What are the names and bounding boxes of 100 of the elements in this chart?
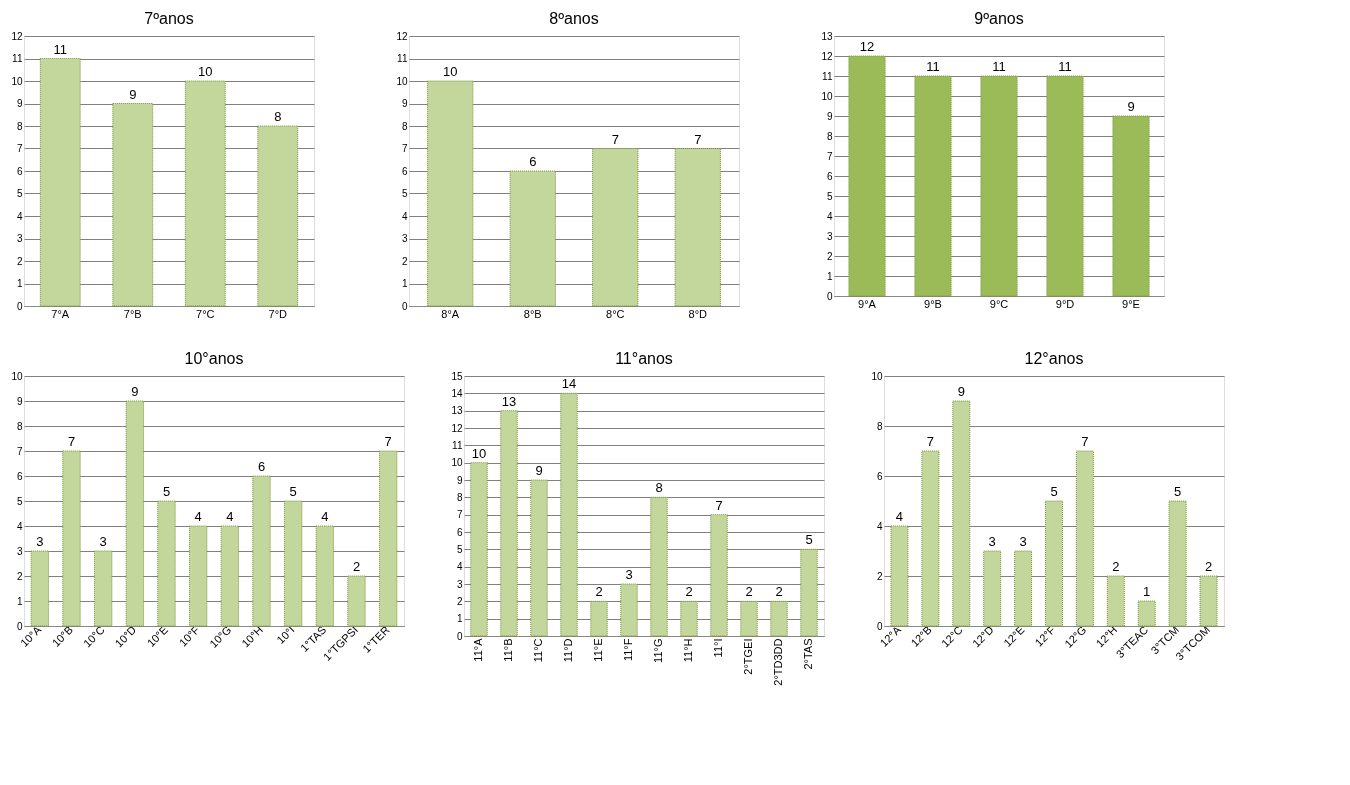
y-tick-label: 7 bbox=[826, 150, 833, 162]
x-tick-label: 2°TD3DD bbox=[772, 638, 784, 686]
bar bbox=[980, 75, 1018, 297]
y-tick-label: 4 bbox=[456, 561, 463, 573]
y-tick-label: 2 bbox=[826, 250, 833, 262]
x-tick-label: 11°A bbox=[472, 637, 484, 662]
y-tick-label: 11 bbox=[397, 53, 408, 64]
y-tick-label: 2 bbox=[401, 255, 408, 267]
y-tick-label: 4 bbox=[401, 210, 408, 222]
x-tick-label: 9°A bbox=[858, 297, 877, 310]
y-tick-label: 5 bbox=[401, 188, 408, 199]
bar bbox=[93, 550, 113, 627]
bar bbox=[740, 600, 758, 637]
y-tick-label: 9 bbox=[401, 98, 408, 109]
bar bbox=[620, 583, 638, 637]
x-tick-label: 11°G bbox=[652, 638, 664, 663]
x-tick-label: 8°D bbox=[688, 307, 708, 320]
x-tick-label: 11°D bbox=[562, 638, 574, 663]
data-label: 4 bbox=[226, 509, 234, 524]
y-tick-label: 9 bbox=[826, 110, 833, 122]
data-label: 7 bbox=[611, 131, 619, 147]
y-tick-label: 11 bbox=[822, 70, 833, 82]
data-label: 2 bbox=[775, 584, 783, 600]
data-label: 11 bbox=[926, 59, 940, 74]
bar bbox=[112, 103, 154, 307]
bar bbox=[770, 600, 788, 637]
y-tick-label: 0 bbox=[826, 290, 833, 302]
y-tick-label: 2 bbox=[16, 255, 23, 267]
y-tick-label: 0 bbox=[16, 300, 23, 312]
data-label: 4 bbox=[194, 509, 202, 524]
data-label: 2 bbox=[745, 584, 753, 600]
data-label: 6 bbox=[257, 459, 266, 474]
y-tick-label: 11 bbox=[12, 53, 23, 64]
x-tick-label: 9°E bbox=[1122, 297, 1140, 310]
bar bbox=[378, 450, 398, 627]
y-tick-label: 2 bbox=[456, 595, 463, 607]
bar bbox=[220, 525, 240, 627]
x-tick-label: 7°D bbox=[268, 307, 288, 320]
y-tick-label: 1 bbox=[826, 270, 833, 282]
y-tick-label: 10 bbox=[396, 75, 408, 87]
x-tick-label: 9°D bbox=[1055, 297, 1075, 310]
bar bbox=[590, 600, 608, 637]
x-tick-label: 11°C bbox=[532, 638, 544, 663]
bar bbox=[188, 525, 208, 627]
y-tick-label: 8 bbox=[456, 491, 463, 503]
y-tick-label: 4 bbox=[16, 520, 23, 532]
data-label: 5 bbox=[162, 484, 171, 499]
data-label: 13 bbox=[501, 393, 517, 409]
bar bbox=[983, 550, 1002, 627]
chart-title: 12°anos bbox=[1024, 350, 1084, 367]
data-label: 7 bbox=[67, 434, 76, 449]
bar bbox=[592, 148, 639, 307]
bar bbox=[680, 600, 698, 637]
y-tick-label: 5 bbox=[16, 188, 23, 199]
y-tick-label: 7 bbox=[456, 509, 463, 521]
bar bbox=[914, 75, 952, 297]
x-tick-label: 10°I bbox=[274, 623, 297, 646]
y-tick-label: 10 bbox=[451, 457, 463, 469]
bar bbox=[848, 55, 886, 297]
bar bbox=[1137, 600, 1156, 627]
bar bbox=[157, 500, 176, 627]
data-label: 7 bbox=[926, 434, 934, 449]
y-tick-label: 13 bbox=[821, 30, 833, 42]
y-tick-label: 8 bbox=[876, 420, 883, 432]
y-tick-label: 1 bbox=[16, 595, 23, 607]
data-label: 9 bbox=[129, 86, 137, 102]
data-label: 5 bbox=[805, 532, 813, 548]
y-tick-label: 12 bbox=[396, 30, 408, 42]
y-tick-label: 0 bbox=[16, 620, 23, 632]
y-tick-label: 3 bbox=[826, 230, 833, 242]
y-tick-label: 8 bbox=[826, 130, 833, 142]
y-tick-label: 5 bbox=[456, 543, 463, 555]
y-tick-label: 3 bbox=[401, 233, 408, 244]
bar bbox=[560, 392, 578, 637]
chart-title: 8ºanos bbox=[549, 10, 599, 27]
chart-title: 7ºanos bbox=[144, 10, 194, 27]
data-label: 10 bbox=[198, 64, 213, 79]
data-label: 3 bbox=[1019, 534, 1027, 549]
bar bbox=[470, 462, 488, 637]
y-tick-label: 12 bbox=[11, 30, 23, 42]
data-label: 10 bbox=[471, 445, 487, 461]
data-label: 9 bbox=[1127, 99, 1135, 114]
data-label: 4 bbox=[321, 509, 329, 524]
y-tick-label: 6 bbox=[16, 470, 23, 482]
data-label: 4 bbox=[895, 509, 904, 524]
x-tick-label: 9°B bbox=[924, 297, 942, 310]
y-tick-label: 5 bbox=[826, 190, 833, 202]
y-tick-label: 8 bbox=[16, 420, 23, 432]
y-tick-label: 7 bbox=[16, 445, 23, 457]
bar bbox=[710, 514, 728, 637]
y-tick-label: 10 bbox=[11, 370, 23, 382]
x-tick-label: 11°H bbox=[682, 638, 694, 663]
x-tick-label: 8°A bbox=[441, 307, 460, 320]
x-tick-label: 8°C bbox=[606, 307, 625, 320]
data-label: 9 bbox=[957, 384, 965, 399]
bar bbox=[1045, 500, 1063, 627]
data-label: 14 bbox=[561, 376, 577, 392]
y-tick-label: 3 bbox=[456, 578, 463, 590]
y-tick-label: 15 bbox=[451, 370, 463, 382]
y-tick-label: 4 bbox=[16, 210, 23, 222]
